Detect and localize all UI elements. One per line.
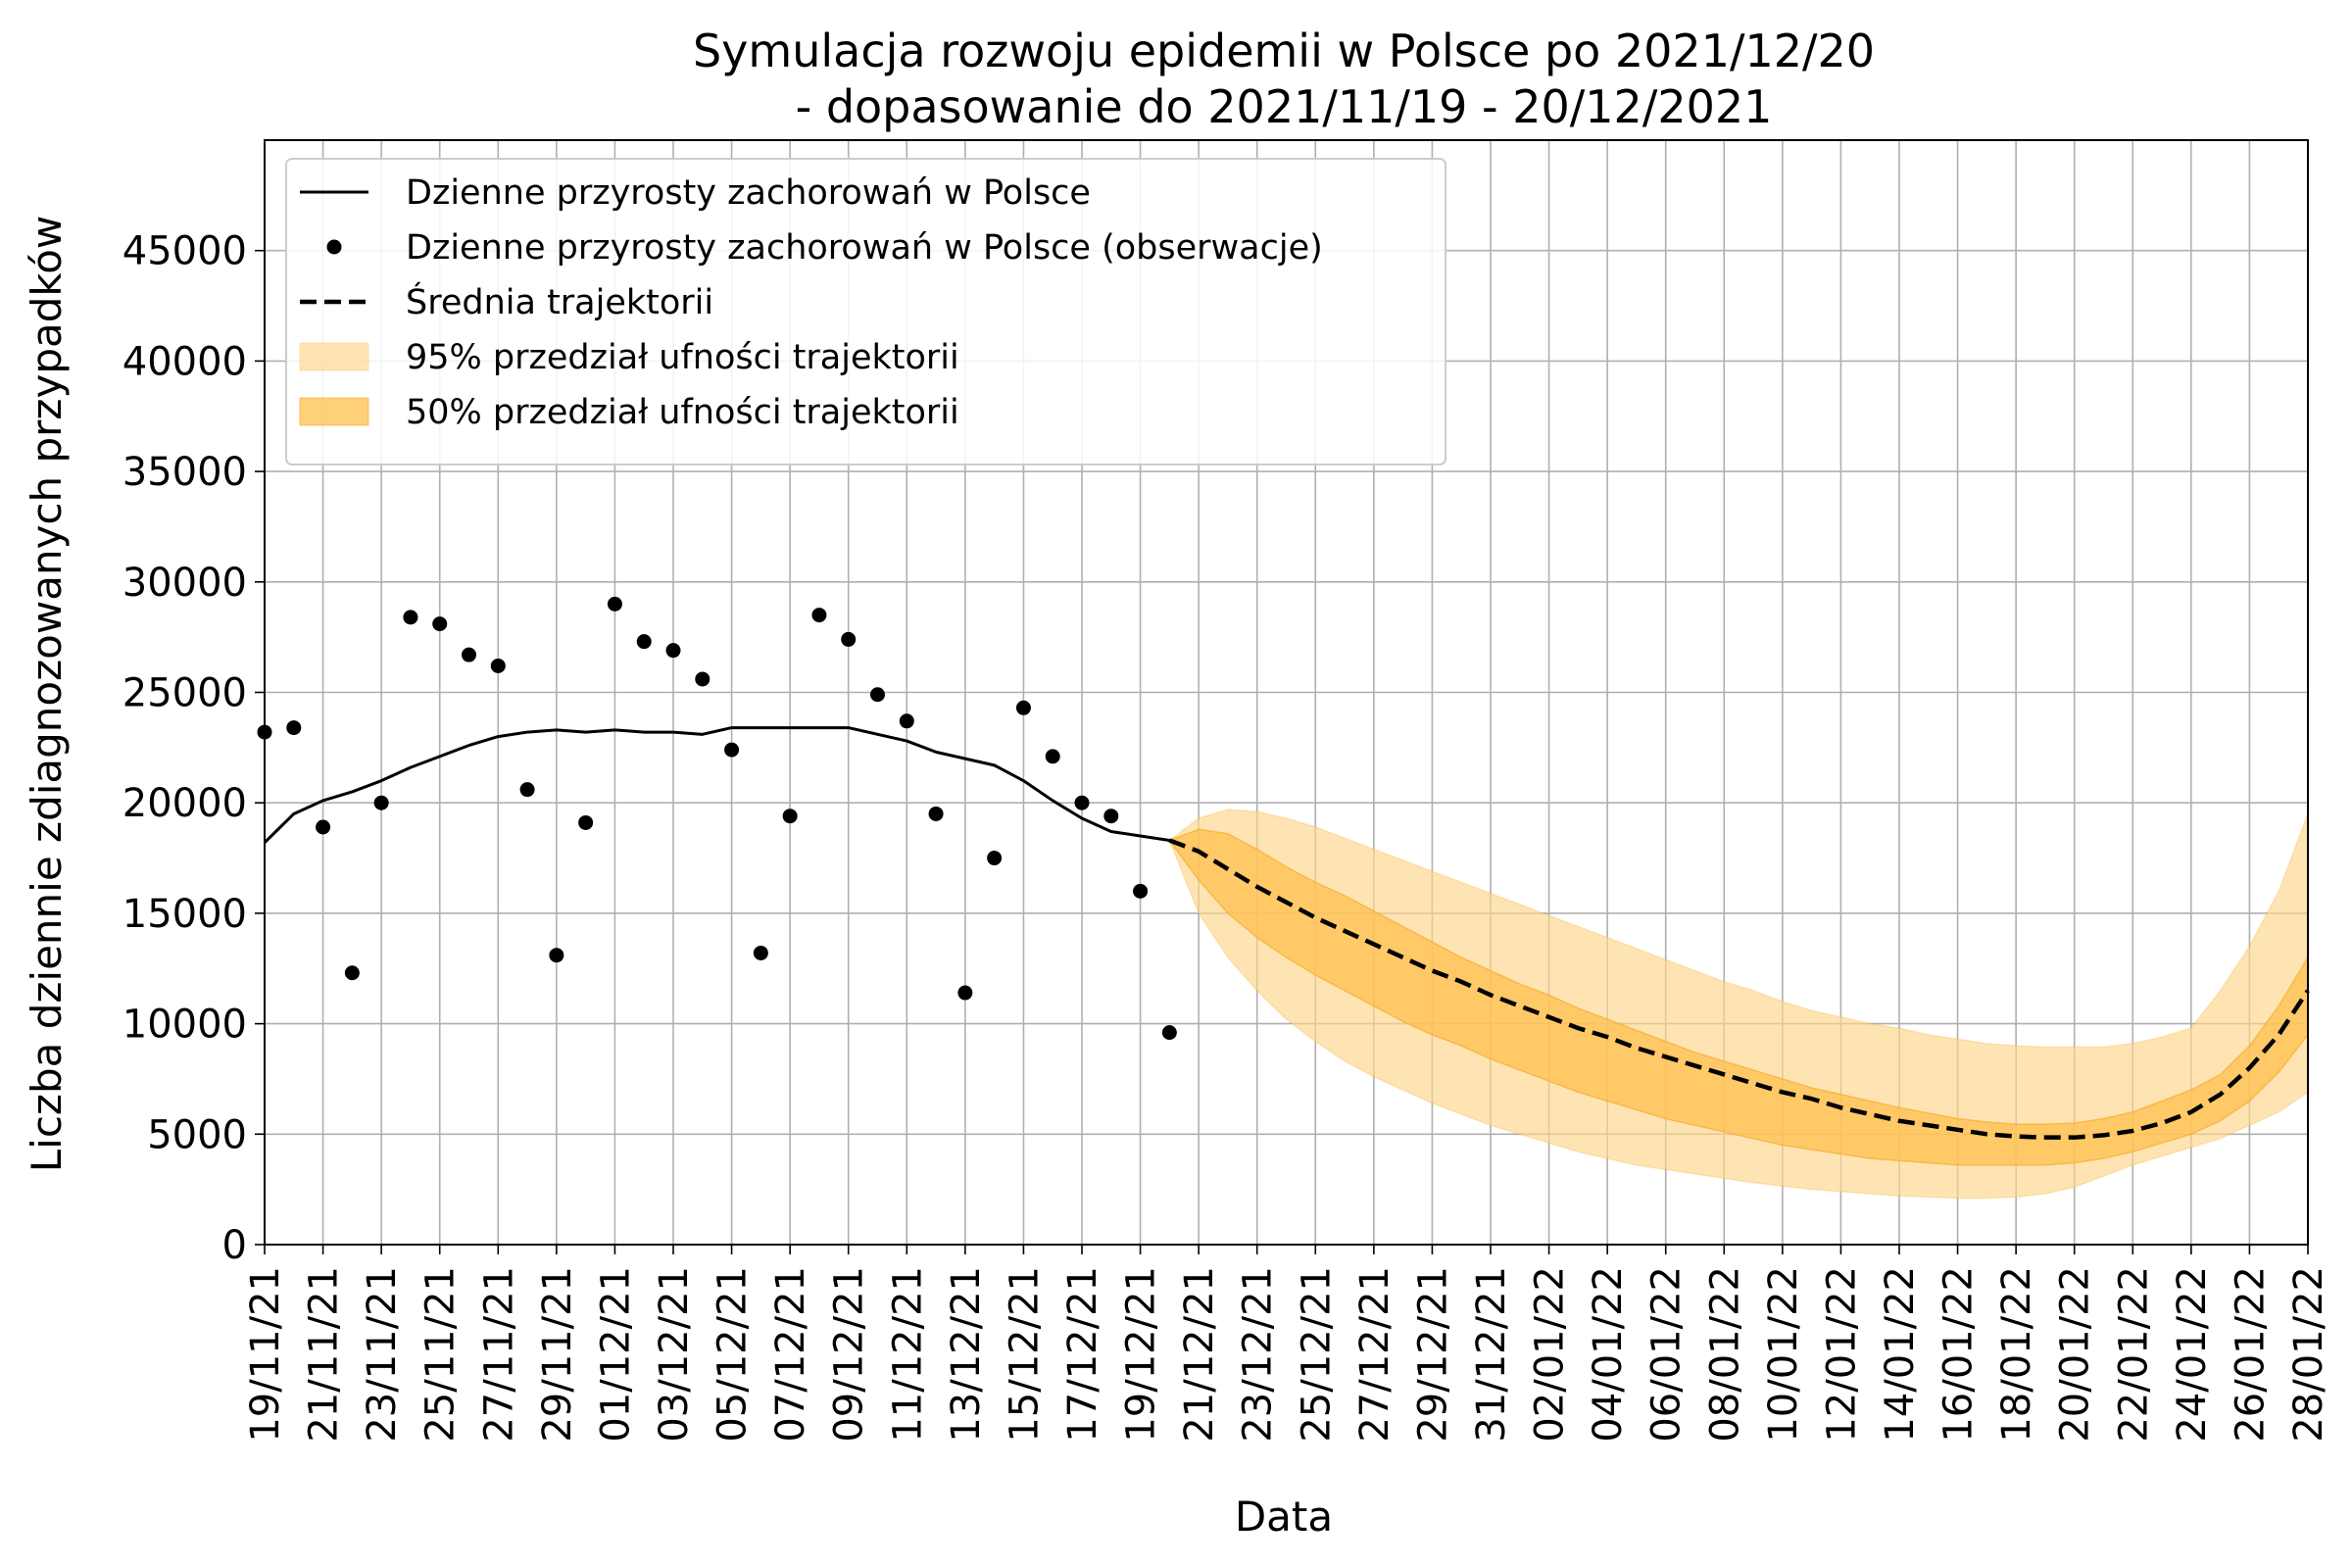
observation-point [870,687,885,703]
observation-point [316,819,331,835]
observation-point [1161,1025,1177,1041]
legend-swatch-dot [326,239,342,255]
observation-point [1045,749,1060,764]
x-tick-label: 16/01/22 [1936,1266,1982,1443]
x-tick-label: 27/11/21 [476,1266,521,1443]
observation-point [695,671,710,687]
x-tick-label: 19/11/21 [243,1266,288,1443]
legend-label: Dzienne przyrosty zachorowań w Polsce (o… [406,228,1323,268]
observation-point [519,782,535,798]
x-tick-label: 21/12/21 [1177,1266,1222,1443]
x-tick-label: 07/12/21 [768,1266,813,1443]
y-axis-label: Liczba dziennie zdiagnozowanych przypadk… [23,216,71,1172]
x-tick-label: 14/01/22 [1878,1266,1923,1443]
x-tick-label: 24/01/22 [2170,1266,2215,1443]
x-tick-label: 17/12/21 [1060,1266,1105,1443]
chart-title-line1: Symulacja rozwoju epidemii w Polsce po 2… [693,24,1875,77]
legend-box [285,158,1446,466]
observation-point [578,814,594,830]
mean-trajectory-line [1168,838,2310,1140]
observation-point [373,795,389,810]
legend-swatch-band95 [299,342,369,371]
x-tick-label: 28/01/22 [2286,1266,2331,1443]
legend: Dzienne przyrosty zachorowań w Polsce Dzi… [285,158,1446,466]
y-tick-label: 20000 [122,781,247,826]
observation-point [607,596,622,612]
x-tick-label: 22/01/22 [2111,1266,2156,1443]
observation-point [811,608,827,623]
x-tick-label: 08/01/22 [1702,1266,1747,1443]
x-tick-label: 09/12/21 [827,1266,872,1443]
x-tick-label: 11/12/21 [885,1266,930,1443]
observation-point [549,948,564,963]
x-axis-label: Data [1235,1493,1333,1541]
x-tick-label: 01/12/21 [593,1266,638,1443]
observation-point [1074,795,1090,810]
y-tick-label: 15000 [122,892,247,937]
y-tick-label: 45000 [122,229,247,274]
legend-label: Średnia trajektorii [406,281,713,322]
observation-point [1103,808,1119,824]
observation-point [928,806,944,821]
observation-point [724,742,740,758]
observation-point [403,610,418,625]
legend-label: 95% przedział ufności trajektorii [406,338,959,377]
x-tick-label: 20/01/22 [2053,1266,2098,1443]
y-tick-label: 30000 [122,561,247,606]
confidence-bands [1168,808,2309,1200]
x-tick-label: 23/11/21 [360,1266,405,1443]
observation-point [1015,700,1031,715]
x-tick-label: 05/12/21 [710,1266,756,1443]
x-tick-label: 29/11/21 [535,1266,580,1443]
x-tick-label: 29/12/21 [1410,1266,1455,1443]
observation-point [841,631,857,647]
fitted-line [263,726,1170,844]
x-tick-label: 15/12/21 [1002,1266,1047,1443]
legend-label: 50% przedział ufności trajektorii [406,393,959,432]
legend-label: Dzienne przyrosty zachorowań w Polsce [406,173,1091,213]
observation-point [286,720,302,736]
observation-point [432,616,448,632]
x-tick-label: 27/12/21 [1352,1266,1397,1443]
observation-point [636,634,652,650]
y-tick-label: 40000 [122,339,247,384]
observation-points [257,596,1177,1041]
legend-swatch-band50 [299,397,369,426]
y-tick-label: 0 [222,1223,247,1268]
chart-title-line2: - dopasowanie do 2021/11/19 - 20/12/2021 [796,80,1773,133]
x-tick-label: 06/01/22 [1644,1266,1690,1443]
observation-point [899,713,914,729]
x-tick-label: 31/12/21 [1469,1266,1514,1443]
x-tick-label: 13/12/21 [944,1266,989,1443]
observation-point [957,985,973,1001]
y-tick-label: 10000 [122,1003,247,1048]
x-tick-label: 12/01/22 [1819,1266,1864,1443]
x-tick-label: 25/12/21 [1294,1266,1339,1443]
series-lines [263,726,2310,1140]
plot-frame [264,139,2309,1246]
observation-point [665,643,681,659]
x-tick-label: 18/01/22 [1994,1266,2039,1443]
y-tick-label: 35000 [122,450,247,495]
observation-point [490,658,506,673]
x-tick-label: 19/12/21 [1119,1266,1164,1443]
x-tick-label: 25/11/21 [418,1266,464,1443]
x-tick-label: 04/01/22 [1586,1266,1631,1443]
observation-point [1133,883,1149,899]
x-tick-label: 21/11/21 [302,1266,347,1443]
observation-point [782,808,798,824]
y-tick-label: 25000 [122,671,247,716]
y-tick-label: 5000 [147,1112,247,1157]
observation-point [462,647,476,662]
observation-point [344,965,360,981]
axes: 19/11/21 21/11/21 23/11/21 25/11/21 27/11/21… [122,139,2331,1443]
x-tick-label: 23/12/21 [1236,1266,1281,1443]
x-tick-label: 03/12/21 [652,1266,697,1443]
observation-point [987,851,1003,866]
x-tick-label: 10/01/22 [1761,1266,1806,1443]
x-tick-label: 02/01/22 [1528,1266,1573,1443]
x-tick-label: 26/01/22 [2228,1266,2273,1443]
observation-point [753,945,768,960]
